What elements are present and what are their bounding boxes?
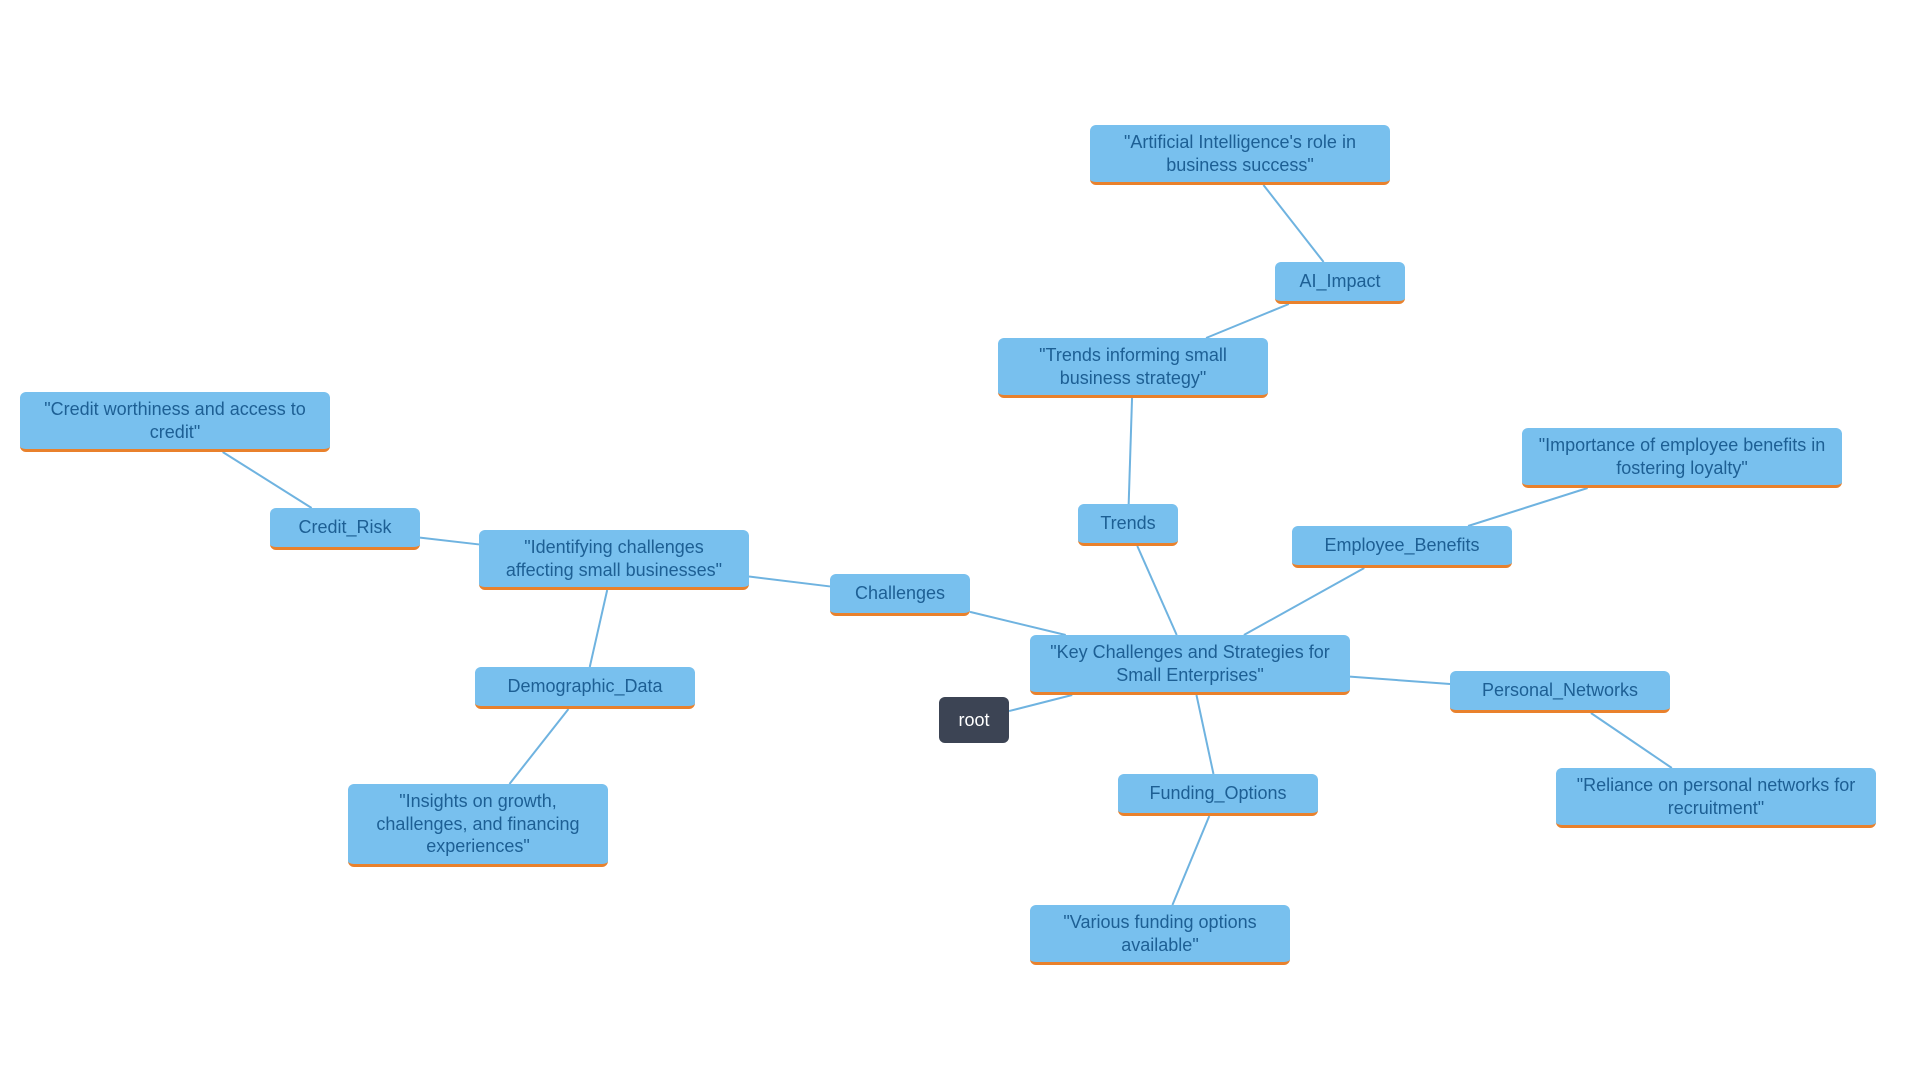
node-demo_text[interactable]: "Insights on growth, challenges, and fin… xyxy=(348,784,608,867)
node-label: Personal_Networks xyxy=(1482,679,1638,702)
node-label: "Importance of employee benefits in fost… xyxy=(1532,434,1832,479)
node-root[interactable]: root xyxy=(939,697,1009,743)
node-label: root xyxy=(958,709,989,732)
node-ai_text[interactable]: "Artificial Intelligence's role in busin… xyxy=(1090,125,1390,185)
node-challenges[interactable]: Challenges xyxy=(830,574,970,616)
node-label: "Artificial Intelligence's role in busin… xyxy=(1100,131,1380,176)
node-label: "Key Challenges and Strategies for Small… xyxy=(1040,641,1340,686)
edge-ident-demo xyxy=(590,590,607,667)
edge-pers-pers_text xyxy=(1591,713,1672,768)
node-label: Challenges xyxy=(855,582,945,605)
node-pers_text[interactable]: "Reliance on personal networks for recru… xyxy=(1556,768,1876,828)
edge-challenges-ident xyxy=(749,577,830,587)
node-fund[interactable]: Funding_Options xyxy=(1118,774,1318,816)
node-label: "Insights on growth, challenges, and fin… xyxy=(358,790,598,858)
node-label: Credit_Risk xyxy=(298,516,391,539)
node-emp[interactable]: Employee_Benefits xyxy=(1292,526,1512,568)
node-label: "Trends informing small business strateg… xyxy=(1008,344,1258,389)
edge-emp-emp_text xyxy=(1468,488,1588,526)
node-trends_text[interactable]: "Trends informing small business strateg… xyxy=(998,338,1268,398)
node-label: "Reliance on personal networks for recru… xyxy=(1566,774,1866,819)
edge-key-trends xyxy=(1137,546,1176,635)
node-key[interactable]: "Key Challenges and Strategies for Small… xyxy=(1030,635,1350,695)
node-pers[interactable]: Personal_Networks xyxy=(1450,671,1670,713)
edge-ident-credit_risk xyxy=(420,538,479,545)
edge-trends_text-ai xyxy=(1206,304,1289,338)
node-label: "Credit worthiness and access to credit" xyxy=(30,398,320,443)
node-credit_risk[interactable]: Credit_Risk xyxy=(270,508,420,550)
node-label: "Identifying challenges affecting small … xyxy=(489,536,739,581)
node-label: Trends xyxy=(1100,512,1155,535)
node-ident[interactable]: "Identifying challenges affecting small … xyxy=(479,530,749,590)
node-label: "Various funding options available" xyxy=(1040,911,1280,956)
node-label: AI_Impact xyxy=(1299,270,1380,293)
edge-demo-demo_text xyxy=(509,709,568,784)
node-fund_text[interactable]: "Various funding options available" xyxy=(1030,905,1290,965)
edge-credit_risk-credit_text xyxy=(223,452,312,508)
edge-root-key xyxy=(1009,695,1072,711)
node-trends[interactable]: Trends xyxy=(1078,504,1178,546)
node-credit_text[interactable]: "Credit worthiness and access to credit" xyxy=(20,392,330,452)
edge-key-fund xyxy=(1196,695,1213,774)
diagram-canvas: root "Key Challenges and Strategies for S… xyxy=(0,0,1920,1080)
edge-key-challenges xyxy=(970,612,1066,635)
node-emp_text[interactable]: "Importance of employee benefits in fost… xyxy=(1522,428,1842,488)
node-demo[interactable]: Demographic_Data xyxy=(475,667,695,709)
edge-key-pers xyxy=(1350,677,1450,684)
node-label: Funding_Options xyxy=(1149,782,1286,805)
node-ai[interactable]: AI_Impact xyxy=(1275,262,1405,304)
edge-fund-fund_text xyxy=(1172,816,1209,905)
edge-ai-ai_text xyxy=(1263,185,1323,262)
node-label: Demographic_Data xyxy=(507,675,662,698)
node-label: Employee_Benefits xyxy=(1324,534,1479,557)
edge-trends-trends_text xyxy=(1129,398,1132,504)
edge-key-emp xyxy=(1244,568,1364,635)
